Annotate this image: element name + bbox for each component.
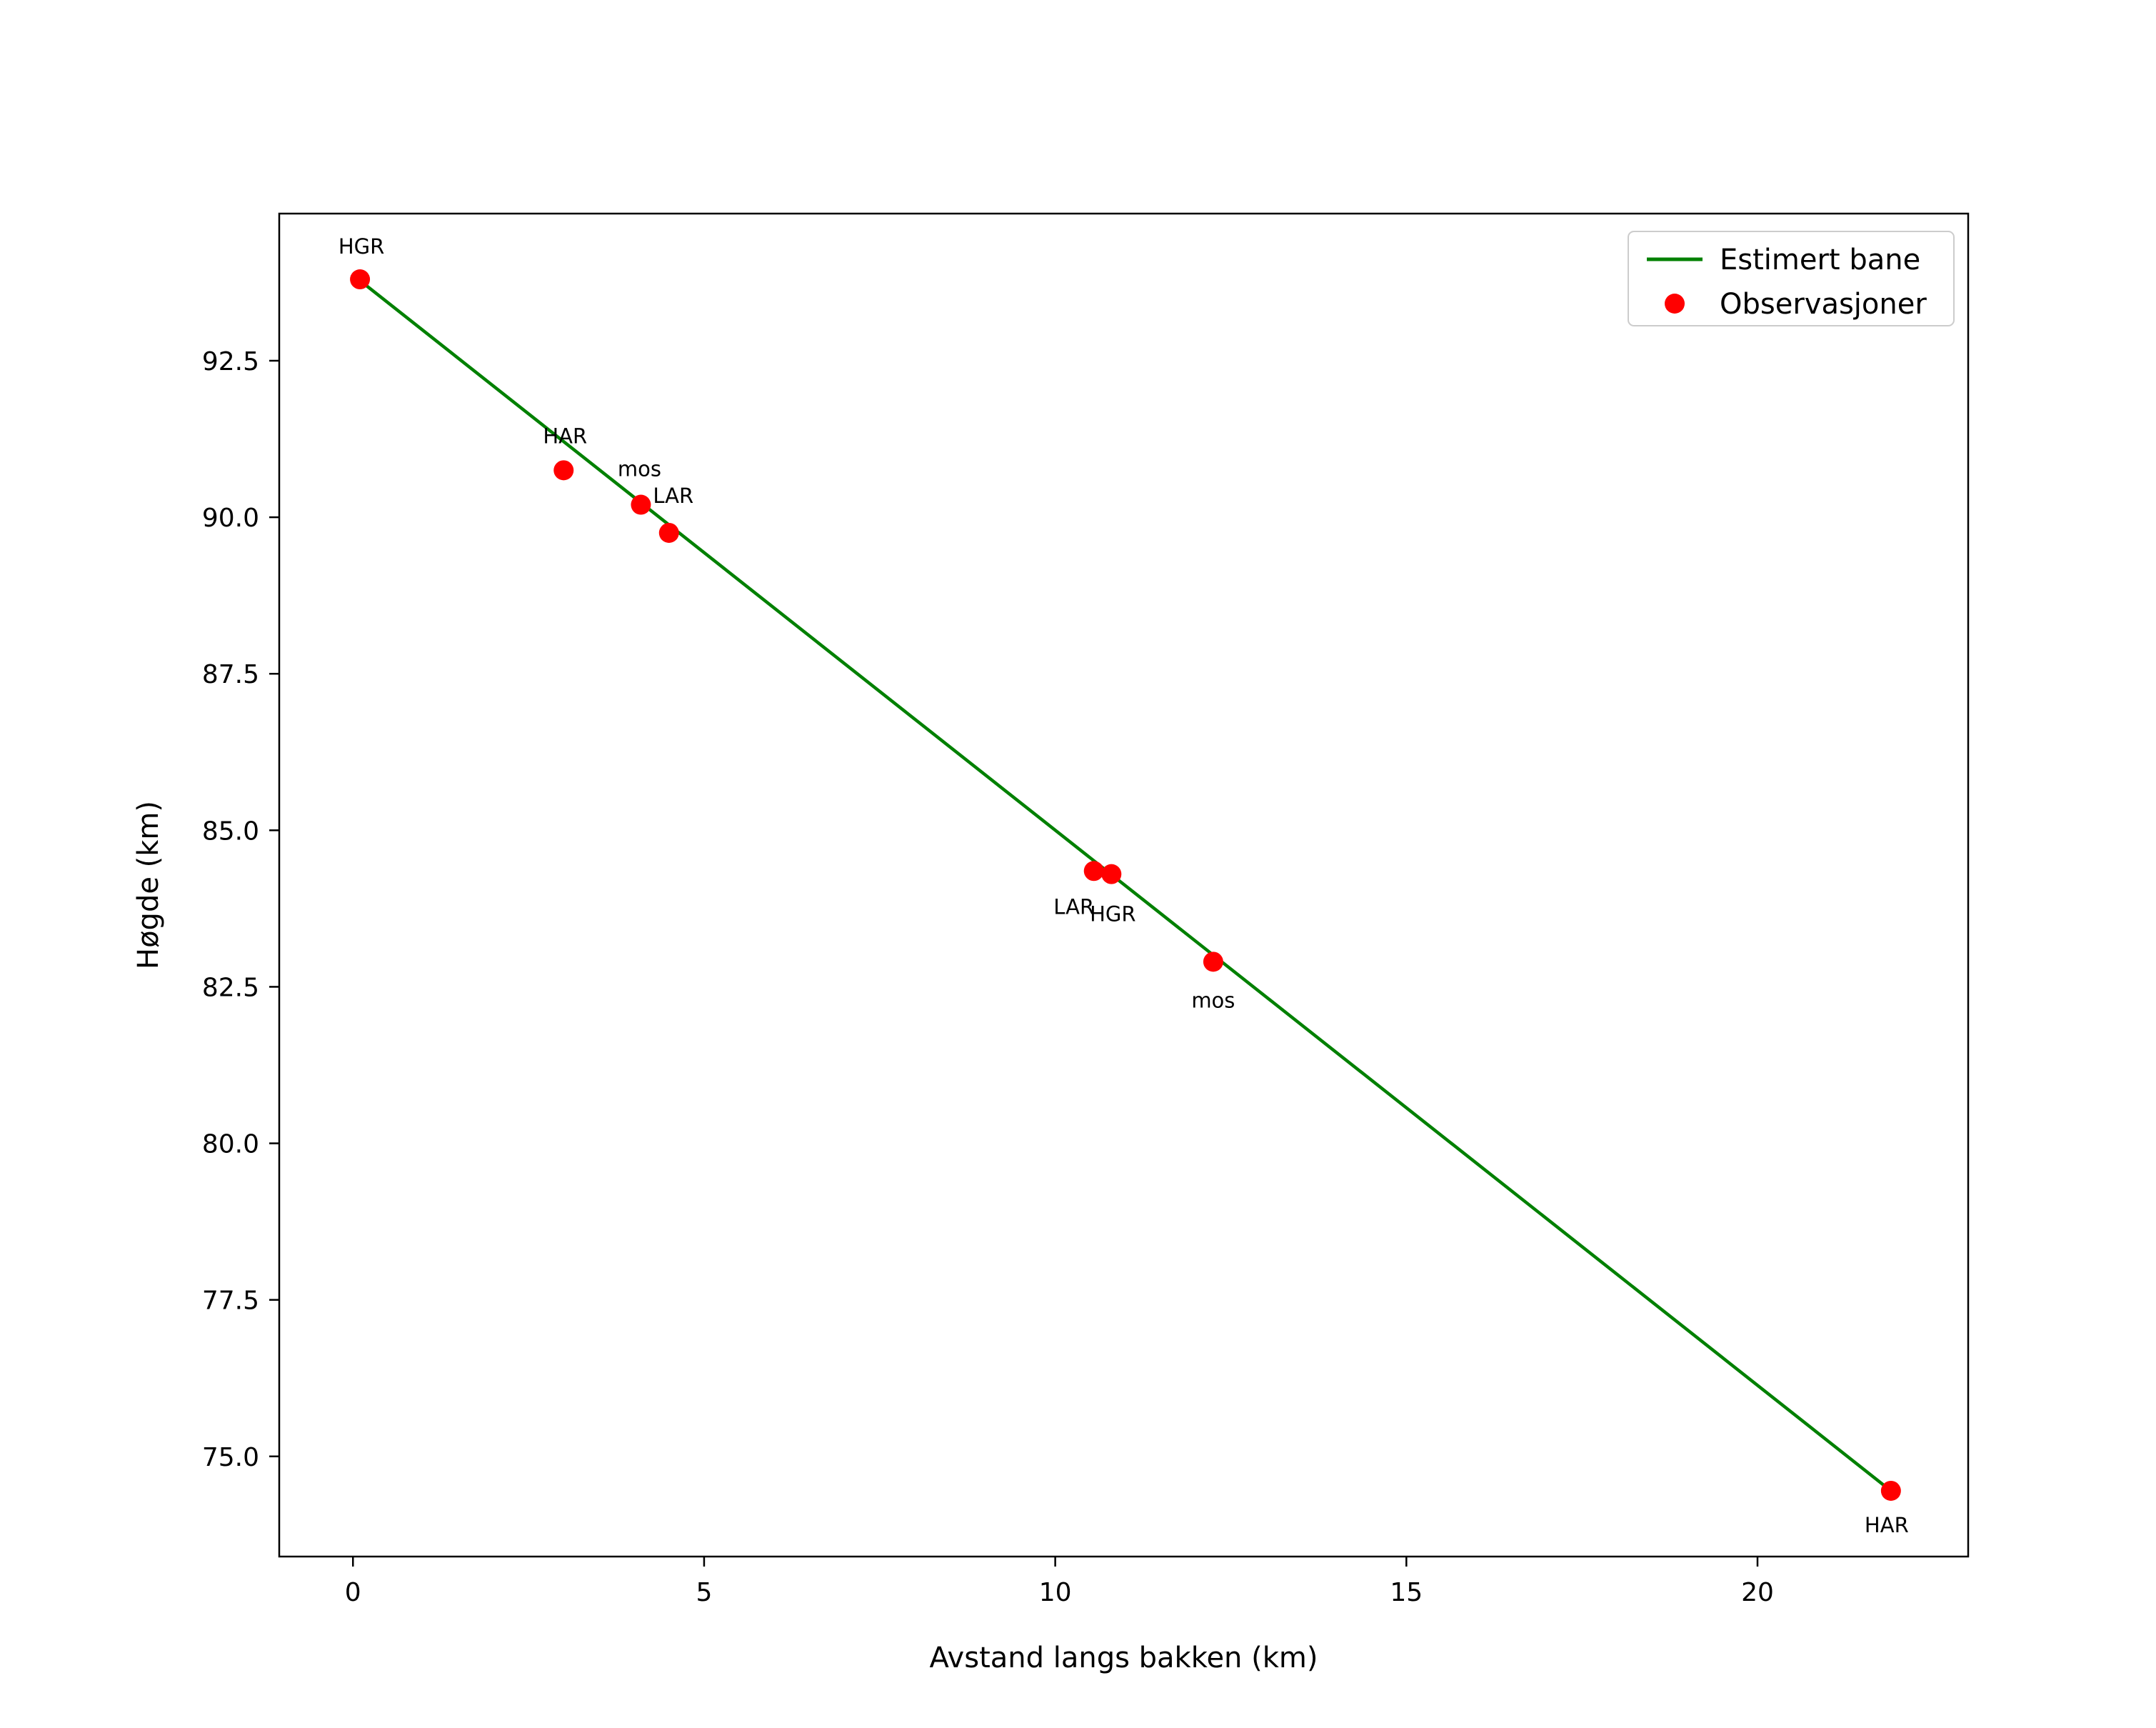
x-tick-label: 0 <box>345 1578 361 1607</box>
y-tick-label: 85.0 <box>202 816 259 846</box>
x-tick-label: 10 <box>1039 1578 1072 1607</box>
observation-point <box>350 269 371 290</box>
y-tick-label: 82.5 <box>202 973 259 1002</box>
observation-label: LAR <box>653 484 693 508</box>
legend-entry-label: Observasjoner <box>1720 288 1927 321</box>
x-tick-label: 15 <box>1390 1578 1423 1607</box>
observation-label: HGR <box>1090 902 1135 927</box>
legend: Estimert bane Observasjoner <box>1628 231 1955 326</box>
observation-label: HGR <box>339 234 384 259</box>
y-tick-label: 77.5 <box>202 1287 259 1316</box>
estimated-trajectory-line <box>358 279 1893 1493</box>
y-tick-label: 92.5 <box>202 347 259 376</box>
observation-point <box>1083 861 1104 882</box>
y-tick-label: 90.0 <box>202 504 259 533</box>
observation-label: HAR <box>1865 1513 1909 1537</box>
observation-point <box>553 460 574 481</box>
observation-label: mos <box>618 457 661 481</box>
y-tick-label: 75.0 <box>202 1443 259 1472</box>
observation-point <box>1203 952 1223 972</box>
observation-label: LAR <box>1053 894 1094 919</box>
x-axis: 0 5 10 15 20 <box>345 1557 1774 1607</box>
x-tick-label: 20 <box>1741 1578 1774 1607</box>
observation-point <box>631 494 651 515</box>
observation-label: HAR <box>543 424 587 448</box>
y-tick-label: 80.0 <box>202 1130 259 1159</box>
legend-box <box>1628 231 1955 326</box>
observation-point <box>1880 1480 1901 1501</box>
observation-point <box>658 522 679 543</box>
axes-frame <box>278 212 1970 1558</box>
x-tick-label: 5 <box>696 1578 712 1607</box>
y-tick-label: 87.5 <box>202 660 259 689</box>
y-axis: 75.0 77.5 80.0 82.5 85.0 87.5 90.0 92.5 <box>202 347 279 1472</box>
y-axis-label: Høgde (km) <box>132 801 165 969</box>
observation-point <box>1101 864 1122 884</box>
legend-marker-swatch <box>1665 294 1685 314</box>
x-axis-label: Avstand langs bakken (km) <box>930 1642 1318 1674</box>
legend-entry-label: Estimert bane <box>1720 244 1920 276</box>
observation-label: mos <box>1191 988 1235 1012</box>
